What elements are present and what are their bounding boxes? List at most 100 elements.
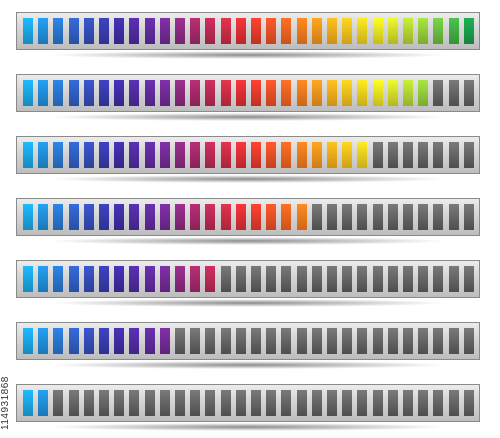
meter-segment-lit bbox=[99, 142, 109, 168]
meter-segment-off bbox=[220, 328, 231, 354]
meter-segment-lit bbox=[23, 390, 33, 416]
meter-segment-off bbox=[327, 328, 337, 354]
meter-segment-lit bbox=[23, 142, 33, 168]
meter-segment-off bbox=[205, 328, 216, 354]
meter-segment-lit bbox=[144, 18, 155, 44]
meter-segment-lit bbox=[235, 18, 246, 44]
meter-segment-lit bbox=[251, 142, 261, 168]
meter-segment-lit bbox=[83, 18, 94, 44]
meter-segment-lit bbox=[68, 266, 79, 292]
meter-segment-lit bbox=[53, 80, 64, 106]
meter-segment-off bbox=[129, 390, 140, 416]
meter-segment-lit bbox=[281, 18, 292, 44]
meter-segment-lit bbox=[38, 204, 49, 230]
meter-segment-lit bbox=[175, 80, 185, 106]
meter-segment-off bbox=[357, 266, 368, 292]
meter-segment-off bbox=[281, 328, 292, 354]
meter-segment-off bbox=[433, 390, 444, 416]
meter-segment-off bbox=[357, 328, 368, 354]
meter-segment-lit bbox=[38, 266, 49, 292]
meter-segment-lit bbox=[68, 328, 79, 354]
meter-segment-lit bbox=[159, 18, 170, 44]
meter-segment-lit bbox=[114, 18, 125, 44]
meter-segment-lit bbox=[23, 80, 33, 106]
meter-segment-lit bbox=[190, 266, 201, 292]
meter-segment-lit bbox=[114, 80, 125, 106]
meter-segment-lit bbox=[129, 18, 140, 44]
meter-segment-lit bbox=[296, 18, 307, 44]
meter-segment-off bbox=[448, 266, 459, 292]
meter-segment-lit bbox=[266, 142, 277, 168]
meter-segment-lit bbox=[99, 204, 109, 230]
meter-segment-off bbox=[342, 328, 353, 354]
meter-segment-off bbox=[403, 204, 413, 230]
meter-segment-off bbox=[281, 266, 292, 292]
meter-segment-lit bbox=[144, 266, 155, 292]
meter-segment-lit bbox=[190, 204, 201, 230]
meter-segment-off bbox=[175, 328, 185, 354]
meter-segment-lit bbox=[463, 18, 474, 44]
meter-segment-off bbox=[281, 390, 292, 416]
meter-segment-off bbox=[387, 390, 398, 416]
meter-segment-lit bbox=[129, 204, 140, 230]
meter-segment-lit bbox=[99, 266, 109, 292]
meter-segment-lit bbox=[99, 328, 109, 354]
meter-segment-lit bbox=[129, 266, 140, 292]
meter-segment-lit bbox=[327, 18, 337, 44]
meter-segment-lit bbox=[357, 142, 368, 168]
meter-segment-lit bbox=[83, 266, 94, 292]
meter-segment-lit bbox=[53, 204, 64, 230]
meter-segment-off bbox=[327, 390, 337, 416]
meter-segment-off bbox=[311, 266, 322, 292]
meter-segment-off bbox=[342, 204, 353, 230]
meter-segment-off bbox=[433, 266, 444, 292]
meter-segment-lit bbox=[418, 18, 429, 44]
meter-segment-lit bbox=[83, 204, 94, 230]
meter-segment-off bbox=[448, 142, 459, 168]
meter-segment-lit bbox=[342, 142, 353, 168]
meter-segment-lit bbox=[235, 204, 246, 230]
meter-segment-lit bbox=[327, 142, 337, 168]
meter-segment-off bbox=[114, 390, 125, 416]
meter-segment-off bbox=[463, 390, 474, 416]
meter-level-2 bbox=[16, 384, 480, 431]
meter-segment-lit bbox=[220, 18, 231, 44]
meter-segment-lit bbox=[220, 204, 231, 230]
meter-segment-lit bbox=[23, 18, 33, 44]
meter-segment-off bbox=[403, 328, 413, 354]
meter-segment-off bbox=[342, 266, 353, 292]
meter-segment-lit bbox=[99, 18, 109, 44]
meter-segment-off bbox=[463, 204, 474, 230]
meter-segment-off bbox=[463, 142, 474, 168]
meter-segment-lit bbox=[53, 266, 64, 292]
meter-segment-off bbox=[387, 142, 398, 168]
meter-segment-off bbox=[144, 390, 155, 416]
meter-segment-lit bbox=[296, 204, 307, 230]
meter-segment-lit bbox=[129, 328, 140, 354]
meter-segment-lit bbox=[83, 328, 94, 354]
meter-segment-off bbox=[251, 266, 261, 292]
meter-segment-off bbox=[235, 266, 246, 292]
meter-segment-off bbox=[448, 390, 459, 416]
meter-segment-off bbox=[463, 80, 474, 106]
meter-segment-lit bbox=[205, 266, 216, 292]
meter-segment-lit bbox=[144, 142, 155, 168]
meter-segment-off bbox=[327, 204, 337, 230]
stock-id-watermark: 114931868 bbox=[0, 376, 11, 430]
meter-segment-lit bbox=[403, 80, 413, 106]
meter-segment-off bbox=[296, 328, 307, 354]
meter-segment-off bbox=[266, 328, 277, 354]
meter-segment-off bbox=[266, 390, 277, 416]
meter-segment-off bbox=[433, 328, 444, 354]
meter-segment-lit bbox=[144, 204, 155, 230]
meter-segment-lit bbox=[144, 328, 155, 354]
meter-segment-lit bbox=[281, 204, 292, 230]
meter-segment-off bbox=[190, 390, 201, 416]
meter-segment-lit bbox=[23, 204, 33, 230]
meter-segment-lit bbox=[357, 80, 368, 106]
meter-segment-lit bbox=[205, 204, 216, 230]
meter-segment-off bbox=[311, 328, 322, 354]
meter-segment-off bbox=[372, 266, 383, 292]
meter-segment-off bbox=[68, 390, 79, 416]
